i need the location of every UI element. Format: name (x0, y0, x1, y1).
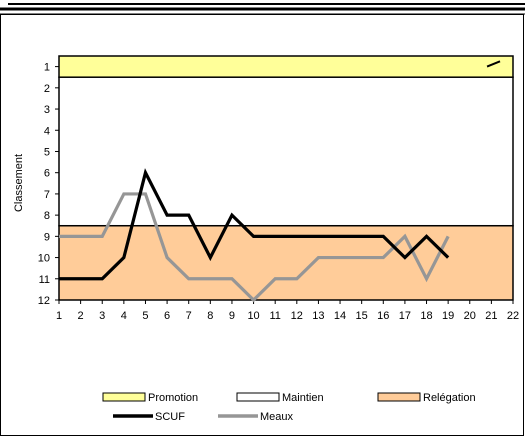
x-tick-label: 11 (269, 310, 280, 322)
x-tick-label: 17 (399, 310, 411, 322)
x-tick-label: 14 (334, 310, 346, 322)
series-line-meaux (59, 192, 450, 303)
y-tick-label: 10 (38, 253, 50, 265)
x-tick-label: 8 (207, 310, 213, 322)
x-tick-label: 13 (312, 310, 324, 322)
legend-label: Meaux (260, 411, 294, 423)
x-tick-label: 16 (377, 310, 389, 322)
x-tick-label: 15 (356, 310, 368, 322)
y-tick-label: 11 (39, 274, 50, 286)
x-tick-label: 19 (442, 310, 454, 322)
x-tick-label: 12 (291, 310, 303, 322)
x-tick-label: 6 (164, 310, 170, 322)
legend-label: Maintien (282, 392, 324, 404)
x-tick-label: 9 (229, 310, 235, 322)
y-tick-label: 7 (44, 189, 50, 201)
x-tick-label: 5 (142, 310, 148, 322)
x-tick-label: 2 (78, 310, 84, 322)
x-tick-label: 22 (507, 310, 519, 322)
band-maintien (58, 76, 514, 227)
legend-label: Promotion (148, 392, 198, 404)
series-group (59, 60, 501, 303)
legend-label: SCUF (155, 411, 185, 423)
x-tick-label: 18 (420, 310, 432, 322)
series-line-scuf (59, 168, 450, 281)
x-tick-label: 1 (56, 310, 62, 322)
y-tick-label: 9 (44, 231, 50, 243)
y-axis-label: Classement (13, 154, 25, 212)
legend-group: Promotion Maintien Relégation SCUF Meaux (102, 392, 476, 423)
x-tick-label: 3 (99, 310, 105, 322)
legend-swatch-2 (236, 392, 280, 402)
y-tick-label: 6 (44, 168, 50, 180)
legend-swatch-3 (377, 392, 421, 402)
bands-group (58, 55, 514, 301)
legend-label: Relégation (423, 392, 476, 404)
x-tick-label: 21 (485, 310, 497, 322)
series-line-tail (486, 60, 501, 68)
legend-swatch-1 (102, 392, 146, 402)
y-tick-label: 8 (44, 210, 50, 222)
band-promotion (58, 55, 514, 78)
x-tick-label: 10 (247, 310, 259, 322)
y-tick-label: 3 (44, 104, 50, 116)
y-tick-label: 12 (38, 295, 50, 307)
band-relgation (58, 224, 514, 301)
x-tick-label: 4 (121, 310, 127, 322)
y-tick-label: 1 (44, 62, 50, 74)
y-tick-label: 2 (44, 83, 50, 95)
y-tick-label: 4 (44, 125, 50, 137)
x-tick-label: 20 (464, 310, 476, 322)
x-tick-label: 7 (186, 310, 192, 322)
y-tick-label: 5 (44, 146, 50, 158)
